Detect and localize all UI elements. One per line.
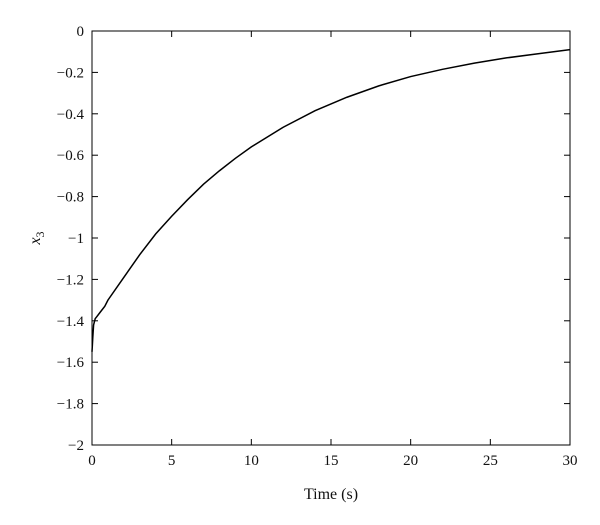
y-tick-label: 0 xyxy=(77,24,85,40)
tick-labels: 0 5 10 15 20 25 30 0 −0.2 −0.4 −0.6 −0.8 −1 −1.2 −1.4 −… xyxy=(57,24,578,469)
y-tick-label: −1.8 xyxy=(57,397,84,413)
y-axis-title-subscript: 3 xyxy=(33,231,47,237)
y-tick-label: −0.4 xyxy=(57,107,85,123)
y-tick-label: −1.4 xyxy=(57,314,85,330)
x-tick-label: 20 xyxy=(403,453,418,469)
plot-area-frame xyxy=(91,30,571,446)
tick-marks xyxy=(91,30,571,446)
y-tick-label: −1 xyxy=(68,231,84,247)
x-tick-label: 25 xyxy=(483,453,498,469)
y-axis-title-main: x xyxy=(27,237,44,245)
y-tick-label: −1.6 xyxy=(57,355,85,371)
x-tick-label: 30 xyxy=(563,453,578,469)
x-tick-label: 10 xyxy=(244,453,259,469)
y-tick-label: −0.8 xyxy=(57,190,84,206)
y-tick-label: −2 xyxy=(68,438,84,454)
series-line-x3 xyxy=(91,48,571,352)
y-tick-label: −1.2 xyxy=(57,272,84,288)
x-tick-label: 5 xyxy=(168,453,176,469)
y-tick-label: −0.2 xyxy=(57,65,84,81)
y-axis-title: x3 xyxy=(27,231,47,245)
x-tick-label: 0 xyxy=(88,453,96,469)
y-tick-label: −0.6 xyxy=(57,148,85,164)
x-tick-label: 15 xyxy=(324,453,339,469)
x-axis-title: Time (s) xyxy=(304,486,358,503)
